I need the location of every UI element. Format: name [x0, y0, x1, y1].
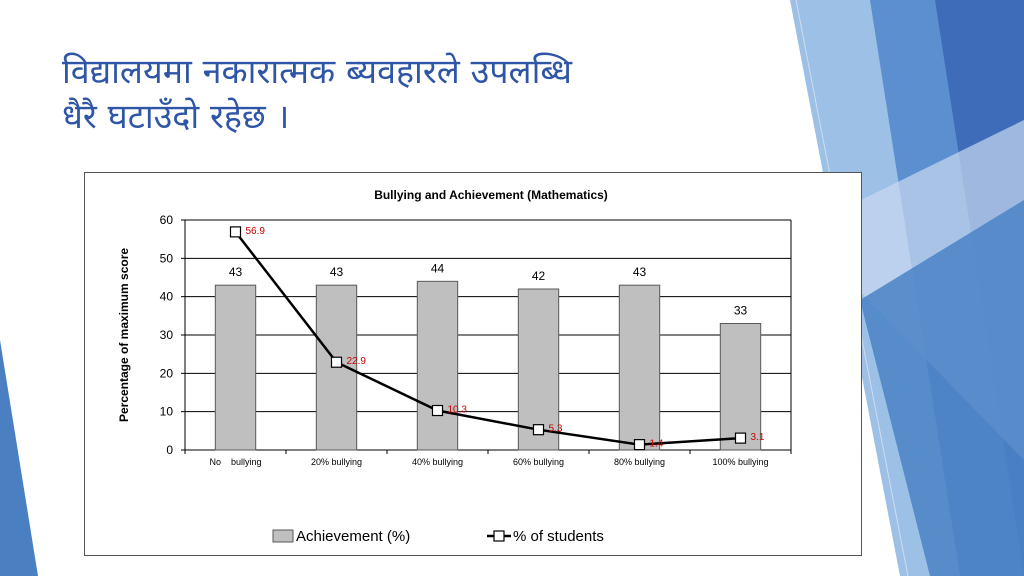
x-tick-label: 80% bullying — [614, 457, 665, 467]
deco-left-shape — [0, 340, 38, 576]
x-tick-label: No bullying — [209, 457, 261, 467]
line-marker — [431, 404, 444, 417]
line-marker — [633, 439, 646, 451]
slide-title-line-2: धैरै घटाउँदो रहेछ । — [62, 97, 290, 137]
x-tick-label: 100% bullying — [712, 457, 768, 467]
line-data-label: 5.3 — [549, 424, 563, 435]
x-tick-label: 20% bullying — [311, 457, 362, 467]
y-axis-label: Percentage of maximum score — [117, 248, 131, 422]
bar-data-label: 43 — [229, 265, 243, 279]
bar — [618, 284, 661, 451]
bar-data-label: 33 — [734, 304, 748, 318]
y-tick-label: 10 — [160, 405, 174, 419]
slide-title-line-1: विद्यालयमा नकारात्मक ब्यवहारले उपलब्धि — [62, 52, 572, 92]
bar-data-label: 43 — [633, 265, 647, 279]
legend-swatch-achievement — [272, 529, 294, 543]
y-tick-label: 0 — [166, 443, 173, 457]
legend-marker-students — [493, 530, 505, 542]
deco-right-mid-wedge — [860, 200, 1024, 576]
line-marker — [532, 424, 545, 436]
bar-data-label: 42 — [532, 269, 546, 283]
chart-title: Bullying and Achievement (Mathematics) — [374, 188, 608, 202]
bar — [214, 284, 257, 451]
y-tick-label: 50 — [160, 251, 174, 265]
y-tick-label: 60 — [160, 213, 174, 227]
y-tick-label: 30 — [160, 328, 174, 342]
series-line — [234, 231, 741, 446]
y-tick-label: 20 — [160, 366, 174, 380]
line-data-label: 56.9 — [246, 226, 266, 237]
line-data-label: 3.1 — [751, 432, 765, 443]
line-marker — [330, 356, 343, 368]
chart-container: Bullying and Achievement (Mathematics) 0 1… — [84, 172, 862, 556]
x-tick-label: 40% bullying — [412, 457, 463, 467]
y-tick-label: 40 — [160, 290, 174, 304]
line-data-label: 1.4 — [650, 439, 664, 450]
line-marker — [734, 432, 747, 444]
bar-data-label: 43 — [330, 265, 344, 279]
bar — [416, 280, 459, 451]
line-marker — [229, 226, 242, 238]
legend-label-achievement: Achievement (%) — [296, 528, 410, 545]
slide-title: विद्यालयमा नकारात्मक ब्यवहारले उपलब्धि ध… — [62, 50, 782, 140]
bar-data-label: 44 — [431, 261, 445, 275]
bar — [719, 323, 762, 451]
legend-label-students: % of students — [513, 528, 604, 545]
line-data-label: 10.3 — [448, 405, 468, 416]
bar — [517, 288, 560, 451]
line-data-label: 22.9 — [347, 356, 367, 367]
bar-line-chart: Bullying and Achievement (Mathematics) 0 1… — [117, 188, 792, 545]
x-tick-label: 60% bullying — [513, 457, 564, 467]
